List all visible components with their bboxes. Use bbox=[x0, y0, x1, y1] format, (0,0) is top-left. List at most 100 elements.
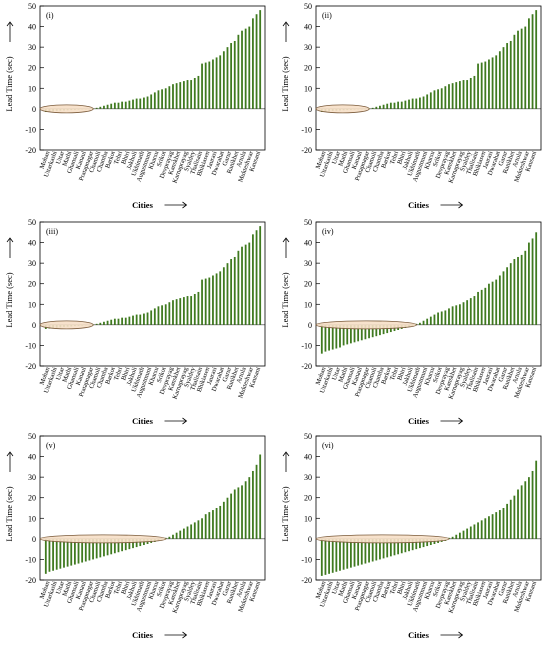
bar bbox=[121, 538, 124, 552]
bar bbox=[498, 510, 501, 539]
bar bbox=[524, 481, 527, 539]
plot-frame bbox=[39, 221, 266, 367]
bar bbox=[335, 538, 338, 572]
bar bbox=[349, 324, 352, 344]
bar bbox=[517, 30, 519, 109]
bar bbox=[419, 97, 421, 109]
bar bbox=[466, 300, 469, 325]
y-tick-label: 50 bbox=[28, 2, 36, 11]
bar bbox=[215, 508, 218, 539]
bar bbox=[128, 100, 131, 109]
bar bbox=[106, 320, 109, 325]
y-tick-label: 50 bbox=[304, 218, 312, 227]
bar bbox=[419, 322, 421, 325]
y-tick-label: 20 bbox=[28, 280, 36, 289]
chart-panel: -20 -10 0 10 20 30 40 50 Mohan Uttarkashi Uttar Mat… bbox=[276, 216, 548, 430]
bar bbox=[204, 62, 207, 109]
bar bbox=[186, 296, 189, 325]
bar bbox=[252, 18, 254, 109]
bar bbox=[186, 80, 189, 109]
bar bbox=[88, 538, 91, 561]
bar bbox=[117, 102, 120, 109]
bar bbox=[448, 84, 450, 109]
bar bbox=[498, 51, 501, 109]
bar bbox=[433, 314, 436, 325]
x-axis-label: Cities bbox=[132, 200, 153, 210]
y-tick-label: 10 bbox=[304, 84, 312, 93]
x-tick-label: Bhiri bbox=[396, 366, 407, 381]
y-axis-arrow-head bbox=[6, 237, 14, 243]
bar bbox=[324, 538, 327, 575]
bar bbox=[480, 62, 483, 109]
y-tick-label: 0 bbox=[32, 321, 36, 330]
bar bbox=[255, 464, 258, 539]
x-axis-arrow-head bbox=[458, 201, 464, 209]
bar bbox=[175, 532, 178, 539]
bar bbox=[375, 324, 378, 337]
panel-label: (v) bbox=[46, 441, 56, 450]
chart-svg: -20-1001020304050MohanUttarkashiUttarMat… bbox=[4, 2, 266, 210]
x-tick-label: Tehri bbox=[389, 366, 400, 381]
y-tick-label: -20 bbox=[25, 146, 36, 155]
bar bbox=[429, 316, 432, 325]
bar bbox=[415, 98, 418, 109]
panel-label: (vi) bbox=[322, 441, 334, 450]
bar bbox=[44, 538, 47, 574]
bar bbox=[237, 487, 240, 539]
bar bbox=[455, 534, 458, 539]
bar bbox=[364, 324, 367, 340]
bar bbox=[121, 317, 124, 325]
bar bbox=[175, 299, 178, 325]
y-tick-label: -20 bbox=[25, 576, 36, 585]
x-tick-label: Bhiri bbox=[120, 150, 131, 165]
bar bbox=[150, 94, 153, 109]
bar bbox=[190, 296, 193, 325]
bar bbox=[488, 516, 490, 539]
bar bbox=[502, 271, 505, 325]
bar bbox=[320, 324, 323, 354]
bar bbox=[255, 230, 258, 325]
chart-svg: -20-1001020304050MohanUttarkashiUttarMat… bbox=[280, 2, 542, 210]
y-axis-label: Lead Time (sec) bbox=[280, 56, 290, 111]
x-tick-label: Bhiri bbox=[396, 580, 407, 595]
bar bbox=[506, 503, 509, 539]
bar bbox=[473, 524, 476, 539]
bar bbox=[226, 47, 229, 109]
bar bbox=[411, 98, 414, 109]
bar bbox=[502, 508, 505, 539]
bar bbox=[99, 322, 102, 325]
x-axis-label: Cities bbox=[408, 200, 429, 210]
bar bbox=[339, 538, 341, 571]
bar bbox=[513, 495, 516, 539]
negative-region-ellipse bbox=[315, 320, 417, 330]
y-tick-label: -10 bbox=[25, 555, 36, 564]
bar bbox=[426, 538, 429, 547]
bar bbox=[368, 324, 370, 339]
bar bbox=[397, 101, 400, 109]
x-tick-label: Mathi bbox=[61, 580, 73, 597]
bar bbox=[509, 499, 512, 539]
bar bbox=[233, 489, 236, 539]
bar bbox=[386, 324, 389, 334]
bar bbox=[440, 311, 443, 325]
x-axis-label: Cities bbox=[132, 416, 153, 426]
y-tick-label: 10 bbox=[304, 300, 312, 309]
bar bbox=[404, 100, 407, 109]
bar bbox=[146, 96, 149, 109]
bar bbox=[535, 460, 538, 539]
bar bbox=[95, 538, 98, 559]
x-axis-label: Cities bbox=[408, 630, 429, 640]
bar bbox=[113, 102, 116, 109]
y-tick-label: -20 bbox=[301, 146, 312, 155]
bar bbox=[422, 320, 425, 325]
y-tick-label: 50 bbox=[28, 218, 36, 227]
bar bbox=[92, 538, 94, 560]
y-tick-label: 50 bbox=[304, 432, 312, 441]
bar bbox=[157, 306, 160, 325]
bar bbox=[371, 107, 374, 109]
bar bbox=[466, 80, 469, 109]
bar bbox=[233, 256, 236, 325]
bar bbox=[393, 102, 396, 109]
bar bbox=[175, 83, 178, 109]
